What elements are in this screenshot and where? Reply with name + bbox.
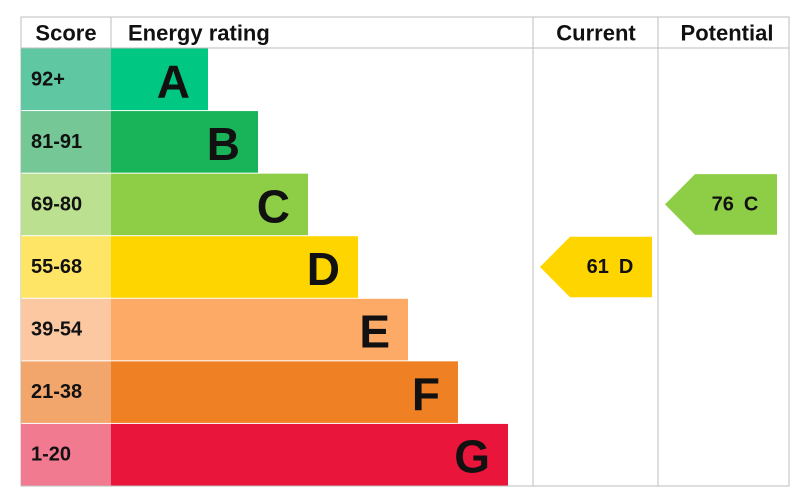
rating-bar [111,361,458,423]
score-cell [21,111,111,173]
rating-bar [111,111,258,173]
score-cell [21,236,111,298]
rating-bar [111,298,408,361]
rating-bar [111,236,358,298]
score-range: 69-80 [31,193,82,215]
current-arrow [540,236,652,298]
score-range: 55-68 [31,256,82,278]
rating-letter: A [157,55,190,107]
score-cell [21,298,111,361]
score-cell [21,173,111,236]
rating-letter: G [454,431,490,483]
rating-letter: E [359,306,390,358]
rating-letter: C [257,180,290,232]
score-cell [21,361,111,423]
potential-arrow [665,174,777,235]
header-score: Score [35,21,96,46]
score-range: 81-91 [31,131,82,153]
rating-bar [111,423,508,486]
header-current: Current [556,21,636,46]
potential-label: 76 C [712,193,759,215]
current-label: 61 D [587,256,634,278]
score-range: 92+ [31,68,65,90]
header-rating: Energy rating [128,21,270,46]
score-range: 39-54 [31,319,83,341]
rating-bar [111,173,308,236]
score-cell [21,423,111,486]
header-potential: Potential [681,21,774,46]
rating-bar [111,48,208,111]
score-range: 1-20 [31,444,71,466]
potential-value: 76 [712,193,734,215]
current-value: 61 [587,256,609,278]
score-range: 21-38 [31,381,82,403]
rating-letter: F [412,368,440,420]
current-letter: D [619,256,633,278]
rating-letter: B [207,118,240,170]
rating-letter: D [307,243,340,295]
potential-letter: C [744,193,758,215]
score-cell [21,48,111,111]
